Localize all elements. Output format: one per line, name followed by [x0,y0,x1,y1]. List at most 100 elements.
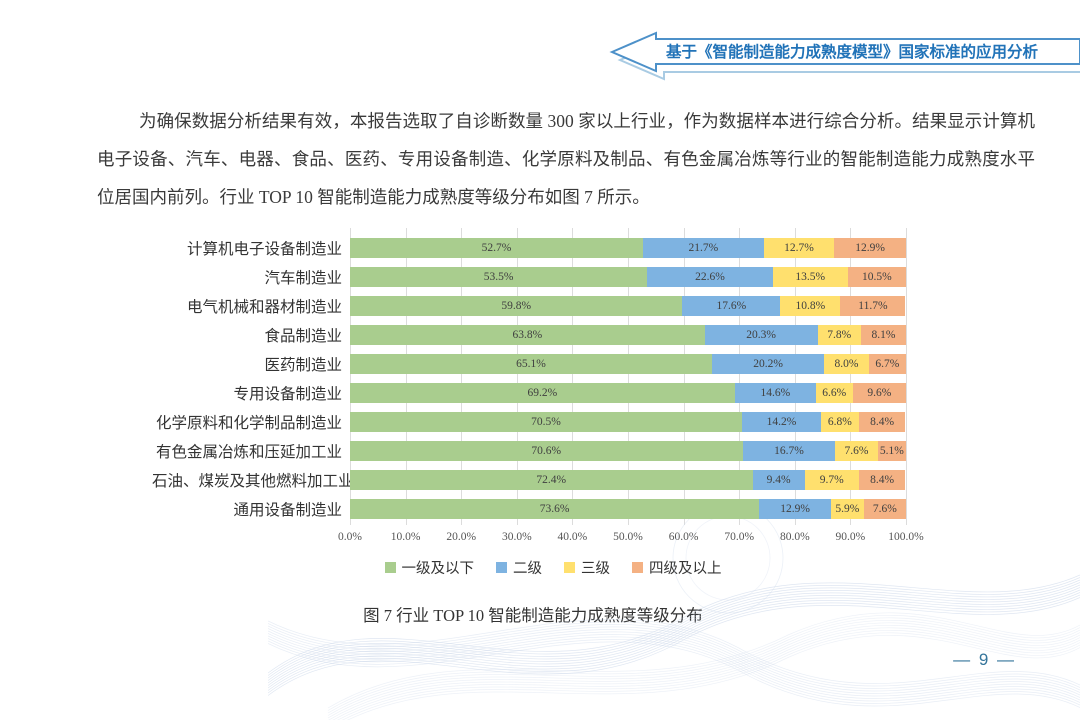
segment-value-label: 8.4% [870,415,895,428]
segment-value-label: 20.2% [753,357,783,370]
segment-value-label: 69.2% [527,386,558,399]
segment-value-label: 12.9% [780,502,810,515]
bar-segment: 5.9% [830,498,864,519]
bar-segment: 9.7% [804,469,859,490]
bar-segment: 9.6% [852,382,906,403]
segment-value-label: 6.6% [822,386,847,399]
bar-segment: 21.7% [643,237,764,258]
category-label: 专用设备制造业 [233,385,342,403]
bar-segment: 8.4% [858,469,906,490]
category-label: 电气机械和器材制造业 [186,298,342,316]
category-label: 汽车制造业 [264,269,342,287]
legend-swatch [564,561,575,573]
segment-value-label: 10.8% [795,299,826,312]
legend-item: 二级 [496,557,542,578]
chart-row: 计算机电子设备制造业 52.7% 21.7% 12.7% 12.9% [152,233,914,262]
x-tick-label: 60.0% [668,531,699,543]
bar-segment: 20.2% [711,353,825,374]
segment-value-label: 59.8% [501,299,532,312]
bar-segment: 17.6% [682,295,781,316]
bar-segment: 69.2% [350,382,735,403]
x-tick-label: 100.0% [888,531,924,543]
chart-row: 电气机械和器材制造业 59.8% 17.6% 10.8% 11.7% [152,291,914,320]
bar-segment: 20.3% [704,324,818,345]
legend-swatch [384,561,396,573]
segment-value-label: 7.8% [827,328,852,341]
chart-x-axis: 0.0% 10.0% 20.0% 30.0% 40.0% 50.0% 60.0% 70.0% 8… [338,530,924,548]
bar-segment: 12.7% [763,237,835,258]
segment-value-label: 5.1% [879,444,904,457]
segment-value-label: 73.6% [539,502,570,515]
x-tick-label: 50.0% [613,531,643,543]
bar-segment: 14.2% [741,411,821,432]
bar-segment: 12.9% [759,498,831,519]
maturity-chart: 计算机电子设备制造业 52.7% 21.7% 12.7% 12.9% 汽车制造业 53.5%… [152,226,924,626]
bar-segment: 72.4% [350,469,753,490]
segment-value-label: 14.2% [766,415,797,428]
bar-segment: 8.4% [858,411,906,432]
segment-value-label: 65.1% [516,357,546,370]
stacked-bar: 65.1% 20.2% 8.0% 6.7% [350,353,906,374]
gridline [516,228,518,525]
bar-segment: 70.5% [350,411,742,432]
stacked-bar: 69.2% 14.6% 6.6% 9.6% [350,382,906,403]
bar-segment: 5.1% [877,440,906,461]
x-tick-label: 30.0% [501,531,532,543]
gridline [628,228,629,525]
segment-value-label: 21.7% [688,241,719,254]
bar-segment: 7.6% [835,440,878,461]
x-tick-label: 0.0% [338,531,362,543]
x-tick-label: 80.0% [779,531,810,543]
bar-segment: 10.8% [780,295,841,316]
chart-legend: 一级及以下 二级 三级 四级及以上 [192,557,914,578]
stacked-bar: 73.6% 12.9% 5.9% 7.6% [350,498,906,519]
chart-row: 化学原料和化学制品制造业 70.5% 14.2% 6.8% 8.4% [152,407,914,436]
gridline [794,228,796,525]
chart-row: 医药制造业 65.1% 20.2% 8.0% 6.7% [152,349,914,378]
segment-value-label: 6.7% [875,357,900,370]
bar-segment: 13.5% [772,266,848,287]
segment-value-label: 10.5% [861,270,892,283]
bar-segment: 12.9% [834,237,906,258]
bar-segment: 14.6% [734,382,816,403]
segment-value-label: 17.6% [716,299,747,312]
bar-segment: 8.1% [860,324,906,345]
intro-paragraph: 为确保数据分析结果有效，本报告选取了自诊断数量 300 家以上行业，作为数据样本… [97,111,1035,207]
category-label: 有色金属冶炼和压延加工业 [155,443,342,461]
chart-row: 有色金属冶炼和压延加工业 70.6% 16.7% 7.6% 5.1% [152,436,914,465]
bar-segment: 6.8% [820,411,859,432]
segment-value-label: 9.6% [867,386,892,399]
legend-item: 三级 [564,557,610,578]
segment-value-label: 16.7% [774,444,804,457]
gridline [405,228,407,525]
x-tick-label: 20.0% [446,531,477,543]
banner-arrow-shape [609,31,1080,73]
x-tick-label: 10.0% [390,531,421,543]
segment-value-label: 7.6% [844,444,869,457]
header-banner: 基于《智能制造能力成熟度模型》国家标准的应用分析 [609,31,1080,81]
segment-value-label: 72.4% [536,473,567,486]
bar-segment: 73.6% [350,498,760,519]
bar-segment: 70.6% [350,440,743,461]
chart-gridlines [350,228,907,525]
bar-segment: 63.8% [350,324,705,345]
stacked-bar: 59.8% 17.6% 10.8% 11.7% [350,295,906,316]
x-tick-label: 90.0% [835,531,866,543]
category-label: 化学原料和化学制品制造业 [155,414,342,432]
legend-label: 一级及以下 [401,560,475,577]
bar-segment: 7.8% [817,324,861,345]
category-label: 食品制造业 [264,327,342,345]
x-tick-label: 70.0% [724,531,755,543]
x-tick-label: 40.0% [557,531,588,543]
segment-value-label: 22.6% [695,270,725,283]
gridline [350,228,351,525]
bar-segment: 6.6% [815,382,853,403]
gridline [850,228,852,525]
bar-segment: 10.5% [847,266,907,287]
bar-segment: 22.6% [647,266,773,287]
segment-value-label: 7.6% [872,502,897,515]
gridline [572,228,574,525]
bar-segment: 59.8% [350,295,683,316]
legend-label: 二级 [513,560,542,577]
stacked-bar: 63.8% 20.3% 7.8% 8.1% [350,324,906,345]
